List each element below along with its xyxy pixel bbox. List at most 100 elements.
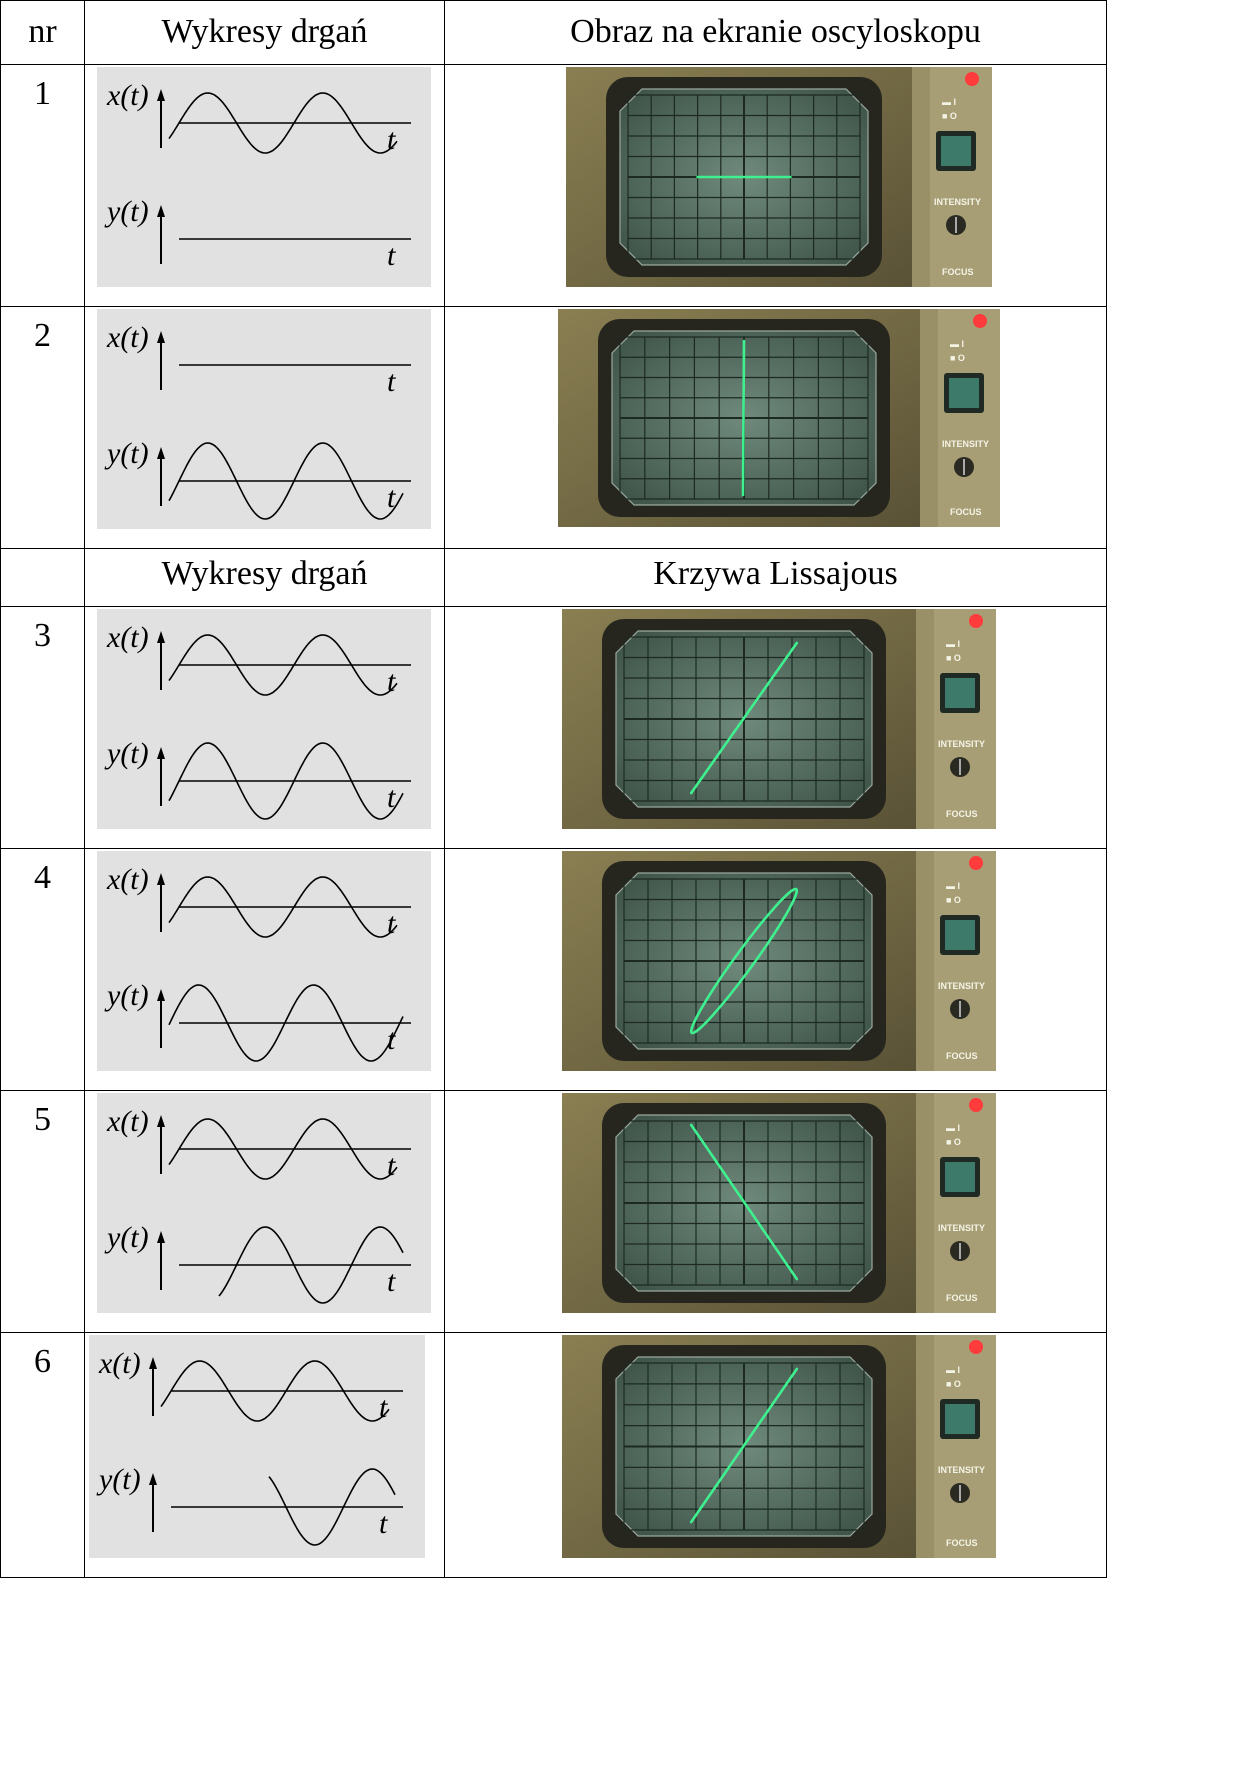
plots-cell: x(t) t y(t) t — [84, 1090, 445, 1333]
svg-text:■ O: ■ O — [946, 895, 961, 905]
screen-cell: ▬ I ■ O INTENSITY FOCUS — [444, 1332, 1107, 1578]
oscilloscope-photo: ▬ I ■ O INTENSITY FOCUS — [562, 609, 996, 829]
time-axis-label: t — [387, 1265, 396, 1298]
oscilloscope-photo: ▬ I ■ O INTENSITY FOCUS — [558, 309, 1000, 527]
intensity-label: INTENSITY — [938, 739, 985, 749]
power-led-icon — [969, 1340, 983, 1354]
power-led-icon — [969, 1098, 983, 1112]
header-plots-label: Wykresy drgań — [161, 13, 368, 50]
time-axis-label: t — [387, 123, 396, 156]
row-number-cell: 1 — [0, 64, 85, 307]
table-row: 3 x(t) t y(t) t ▬ I ■ O INTENSITY FOCUS — [0, 606, 1107, 849]
focus-label: FOCUS — [942, 267, 974, 277]
signal-axis-label: y(t) — [96, 1463, 141, 1496]
time-axis-label: t — [379, 1391, 388, 1424]
sine-wave — [218, 1226, 404, 1304]
intensity-label: INTENSITY — [938, 1465, 985, 1475]
subheader-screen-label: Krzywa Lissajous — [653, 555, 898, 592]
control-panel — [938, 309, 1000, 527]
power-button-icon — [945, 678, 975, 708]
svg-text:▬ I: ▬ I — [942, 97, 956, 107]
signal-axis-label: y(t) — [104, 1221, 149, 1254]
header-screen: Obraz na ekranie oscyloskopu — [444, 0, 1107, 65]
intensity-label: INTENSITY — [938, 981, 985, 991]
svg-text:■ O: ■ O — [946, 1137, 961, 1147]
lissajous-trace — [689, 887, 799, 1035]
row-number: 3 — [34, 617, 51, 654]
intensity-label: INTENSITY — [934, 197, 981, 207]
lissajous-trace — [741, 339, 746, 497]
focus-label: FOCUS — [946, 1538, 978, 1548]
time-axis-label: t — [387, 239, 396, 272]
time-axis-label: t — [387, 907, 396, 940]
oscillation-plots: x(t) t y(t) t — [97, 1093, 431, 1313]
screen-cell: ▬ I ■ O INTENSITY FOCUS — [444, 848, 1107, 1091]
focus-label: FOCUS — [950, 507, 982, 517]
sine-wave — [168, 984, 404, 1062]
subheader-row: Wykresy drgań Krzywa Lissajous — [0, 548, 1107, 607]
signal-axis-label: x(t) — [106, 1105, 149, 1138]
lissajous-trace — [689, 1123, 799, 1281]
table-row: 5 x(t) t y(t) t ▬ I ■ O INTENSITY FOCUS — [0, 1090, 1107, 1333]
focus-label: FOCUS — [946, 809, 978, 819]
row-number: 5 — [34, 1101, 51, 1138]
svg-text:■ O: ■ O — [942, 111, 957, 121]
oscilloscope-photo: ▬ I ■ O INTENSITY FOCUS — [566, 67, 992, 287]
oscilloscope-photo: ▬ I ■ O INTENSITY FOCUS — [562, 1335, 996, 1558]
signal-axis-label: y(t) — [104, 737, 149, 770]
power-button-icon — [945, 920, 975, 950]
control-panel — [930, 67, 992, 287]
intensity-label: INTENSITY — [938, 1223, 985, 1233]
oscilloscope-table: nr Wykresy drgań Obraz na ekranie oscylo… — [0, 0, 1107, 1578]
subheader-plots: Wykresy drgań — [84, 548, 445, 607]
table-row: 2 x(t) t y(t) t ▬ I ■ O INTENSITY FOCUS — [0, 306, 1107, 549]
svg-text:▬ I: ▬ I — [946, 1123, 960, 1133]
row-number: 2 — [34, 317, 51, 354]
signal-axis-label: x(t) — [106, 79, 149, 112]
control-panel — [934, 1335, 996, 1558]
plots-cell: x(t) t y(t) t — [84, 1332, 445, 1578]
row-number-cell: 4 — [0, 848, 85, 1091]
screen-cell: ▬ I ■ O INTENSITY FOCUS — [444, 306, 1107, 549]
sine-wave — [168, 876, 398, 938]
plots-cell: x(t) t y(t) t — [84, 64, 445, 307]
power-button-icon — [949, 378, 979, 408]
header-row: nr Wykresy drgań Obraz na ekranie oscylo… — [0, 0, 1107, 65]
power-button-icon — [941, 136, 971, 166]
sine-wave — [168, 742, 404, 820]
lissajous-trace — [689, 641, 799, 795]
time-axis-label: t — [387, 781, 396, 814]
oscilloscope-photo: ▬ I ■ O INTENSITY FOCUS — [562, 851, 996, 1071]
signal-axis-label: y(t) — [104, 979, 149, 1012]
time-axis-label: t — [387, 665, 396, 698]
row-number-cell: 5 — [0, 1090, 85, 1333]
svg-text:▬ I: ▬ I — [950, 339, 964, 349]
sine-wave — [160, 1360, 390, 1422]
plots-cell: x(t) t y(t) t — [84, 606, 445, 849]
sine-wave — [168, 442, 404, 520]
header-screen-label: Obraz na ekranie oscyloskopu — [570, 13, 981, 50]
sine-wave — [168, 1118, 398, 1180]
screen-cell: ▬ I ■ O INTENSITY FOCUS — [444, 1090, 1107, 1333]
time-axis-label: t — [387, 481, 396, 514]
oscillation-plots: x(t) t y(t) t — [97, 851, 431, 1071]
svg-text:▬ I: ▬ I — [946, 639, 960, 649]
oscillation-plots: x(t) t y(t) t — [97, 309, 431, 529]
subheader-screen: Krzywa Lissajous — [444, 548, 1107, 607]
subheader-nr — [0, 548, 85, 607]
time-axis-label: t — [387, 1149, 396, 1182]
table-row: 1 x(t) t y(t) t ▬ I ■ O INTENSITY FOCUS — [0, 64, 1107, 307]
svg-text:■ O: ■ O — [946, 1379, 961, 1389]
svg-text:■ O: ■ O — [946, 653, 961, 663]
row-number-cell: 2 — [0, 306, 85, 549]
focus-label: FOCUS — [946, 1293, 978, 1303]
power-led-icon — [973, 314, 987, 328]
time-axis-label: t — [379, 1507, 388, 1540]
row-number: 6 — [34, 1343, 51, 1380]
sine-wave — [168, 92, 398, 154]
svg-text:■ O: ■ O — [950, 353, 965, 363]
oscillation-plots: x(t) t y(t) t — [97, 67, 431, 287]
signal-axis-label: x(t) — [106, 321, 149, 354]
header-nr: nr — [0, 0, 85, 65]
